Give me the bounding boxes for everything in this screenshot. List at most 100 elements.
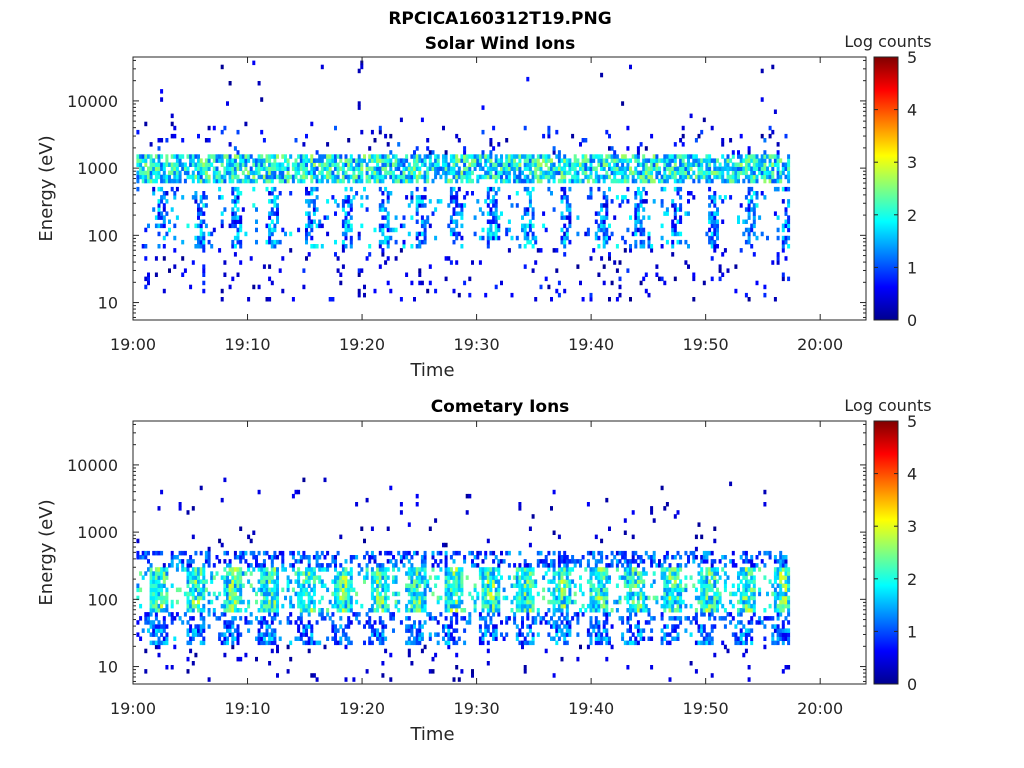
heatmap-cell xyxy=(557,292,561,298)
heatmap-cell xyxy=(457,587,461,593)
heatmap-cell xyxy=(191,603,195,609)
heatmap-cell xyxy=(376,575,380,580)
heatmap-cell xyxy=(455,583,459,588)
heatmap-cell xyxy=(268,591,272,597)
heatmap-cell xyxy=(565,162,569,167)
heatmap-cell xyxy=(168,174,171,180)
heatmap-cell xyxy=(615,297,619,302)
heatmap-cell xyxy=(600,223,604,229)
heatmap-cell xyxy=(658,276,661,282)
heatmap-cell xyxy=(594,563,598,568)
heatmap-cell xyxy=(220,288,224,294)
heatmap-cell xyxy=(415,571,419,576)
heatmap-cell xyxy=(262,563,266,568)
heatmap-cell xyxy=(608,563,611,568)
heatmap-cell xyxy=(368,608,372,613)
heatmap-cell xyxy=(407,652,411,658)
heatmap-cell xyxy=(528,624,532,629)
heatmap-cell xyxy=(557,158,561,163)
heatmap-cell xyxy=(336,268,340,273)
heatmap-cell xyxy=(218,195,222,200)
heatmap-cell xyxy=(605,162,609,167)
heatmap-cell xyxy=(239,587,243,593)
heatmap-cell xyxy=(352,166,356,171)
heatmap-cell xyxy=(581,138,585,143)
heatmap-cell xyxy=(436,620,440,625)
heatmap-cell xyxy=(420,648,424,654)
heatmap-cell xyxy=(563,170,567,176)
heatmap-cell xyxy=(255,239,258,245)
heatmap-cell xyxy=(629,563,632,568)
heatmap-cell xyxy=(386,526,390,531)
heatmap-cell xyxy=(484,199,488,204)
heatmap-cell xyxy=(165,575,169,580)
heatmap-cell xyxy=(241,162,245,167)
heatmap-cell xyxy=(597,174,601,180)
heatmap-cell xyxy=(323,154,327,159)
heatmap-cell xyxy=(255,166,258,171)
heatmap-cell xyxy=(218,186,222,192)
heatmap-cell xyxy=(460,571,464,576)
heatmap-cell xyxy=(597,235,601,241)
heatmap-cell xyxy=(568,207,572,212)
heatmap-cell xyxy=(318,219,322,224)
heatmap-cell xyxy=(207,138,211,143)
heatmap-cell xyxy=(594,608,598,613)
heatmap-cell xyxy=(631,567,635,572)
heatmap-cell xyxy=(152,599,156,605)
heatmap-cell xyxy=(152,608,156,613)
heatmap-cell xyxy=(418,575,422,580)
heatmap-cell xyxy=(160,211,164,216)
heatmap-cell xyxy=(663,158,667,163)
heatmap-cell xyxy=(278,170,282,176)
heatmap-cell xyxy=(162,174,166,180)
heatmap-cell xyxy=(542,559,546,564)
heatmap-cell xyxy=(315,563,319,568)
heatmap-cell xyxy=(713,211,717,216)
heatmap-cell xyxy=(444,624,448,629)
heatmap-cell xyxy=(339,534,343,540)
heatmap-cell xyxy=(270,211,274,216)
heatmap-cell xyxy=(423,203,427,208)
heatmap-cell xyxy=(497,227,501,233)
heatmap-cell xyxy=(597,158,601,163)
heatmap-cell xyxy=(673,186,677,192)
heatmap-cell xyxy=(336,575,340,580)
heatmap-cell xyxy=(212,608,216,613)
heatmap-cell xyxy=(605,579,609,584)
heatmap-cell xyxy=(349,599,353,605)
heatmap-cell xyxy=(386,227,390,233)
heatmap-cell xyxy=(410,199,414,204)
heatmap-cell xyxy=(652,154,656,159)
heatmap-cell xyxy=(162,571,166,576)
heatmap-cell xyxy=(526,223,530,229)
heatmap-cell xyxy=(191,587,195,593)
heatmap-cell xyxy=(671,591,675,597)
heatmap-cell xyxy=(210,575,214,580)
heatmap-cell xyxy=(684,211,688,216)
heatmap-cell xyxy=(702,174,706,180)
heatmap-cell xyxy=(673,154,677,159)
heatmap-cell xyxy=(776,174,780,180)
heatmap-cell xyxy=(497,563,501,568)
heatmap-cell xyxy=(328,599,332,605)
heatmap-cell xyxy=(407,170,411,176)
heatmap-cell xyxy=(634,583,638,588)
heatmap-cell xyxy=(318,575,322,580)
heatmap-cell xyxy=(584,138,588,143)
heatmap-cell xyxy=(428,612,432,617)
heatmap-cell xyxy=(605,656,609,662)
heatmap-cell xyxy=(592,248,596,253)
heatmap-cell xyxy=(481,587,485,593)
heatmap-cell xyxy=(186,599,190,605)
heatmap-cell xyxy=(602,158,606,163)
heatmap-cell xyxy=(370,587,374,593)
heatmap-cell xyxy=(523,636,527,641)
heatmap-cell xyxy=(560,186,564,192)
heatmap-cell xyxy=(613,174,617,180)
heatmap-cell xyxy=(355,178,359,184)
heatmap-cell xyxy=(563,583,567,588)
heatmap-cell xyxy=(492,199,496,204)
heatmap-cell xyxy=(157,231,161,237)
heatmap-cell xyxy=(571,133,575,139)
